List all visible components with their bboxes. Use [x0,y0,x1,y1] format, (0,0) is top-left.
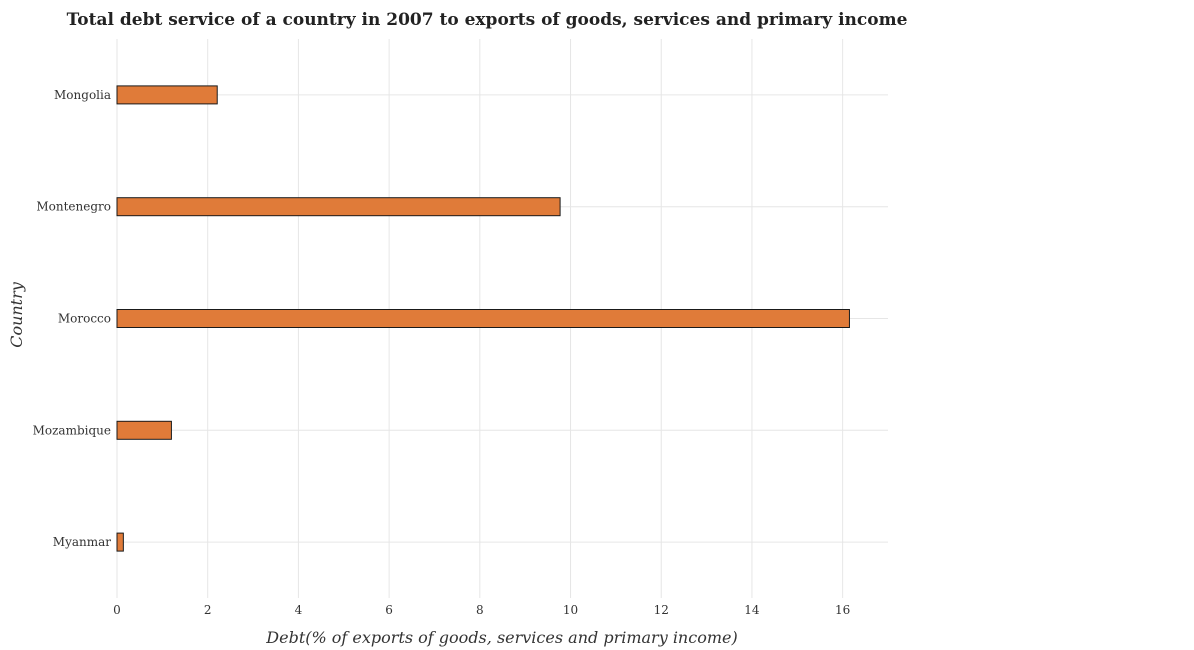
bar-montenegro [116,197,561,217]
x-tick-label: 0 [113,603,121,617]
y-axis-ticks: Mongolia Montenegro Morocco Mozambique Myanm… [33,88,112,549]
x-axis-ticks: 0 2 4 6 8 10 12 14 16 [113,603,850,617]
x-tick-label: 10 [563,603,578,617]
chart-title: Total debt service of a country in 2007 … [67,10,908,30]
bars [116,85,850,552]
x-axis-label: Debt(% of exports of goods, services and… [265,628,737,647]
y-tick-label: Morocco [58,312,111,326]
x-tick-label: 2 [204,603,212,617]
bar-mozambique [116,420,172,440]
x-tick-label: 8 [476,603,484,617]
bar-mongolia [116,85,218,105]
x-tick-label: 14 [744,603,760,617]
y-tick-label: Montenegro [36,200,111,214]
x-tick-label: 6 [385,603,393,617]
y-axis-label: Country [7,281,26,348]
x-tick-label: 16 [835,603,850,617]
bar-myanmar [116,532,124,552]
y-tick-label: Mongolia [54,88,111,102]
x-tick-label: 4 [295,603,303,617]
y-tick-label: Mozambique [33,423,111,437]
x-tick-label: 12 [654,603,669,617]
bar-morocco [116,309,850,328]
y-tick-label: Myanmar [53,535,111,549]
